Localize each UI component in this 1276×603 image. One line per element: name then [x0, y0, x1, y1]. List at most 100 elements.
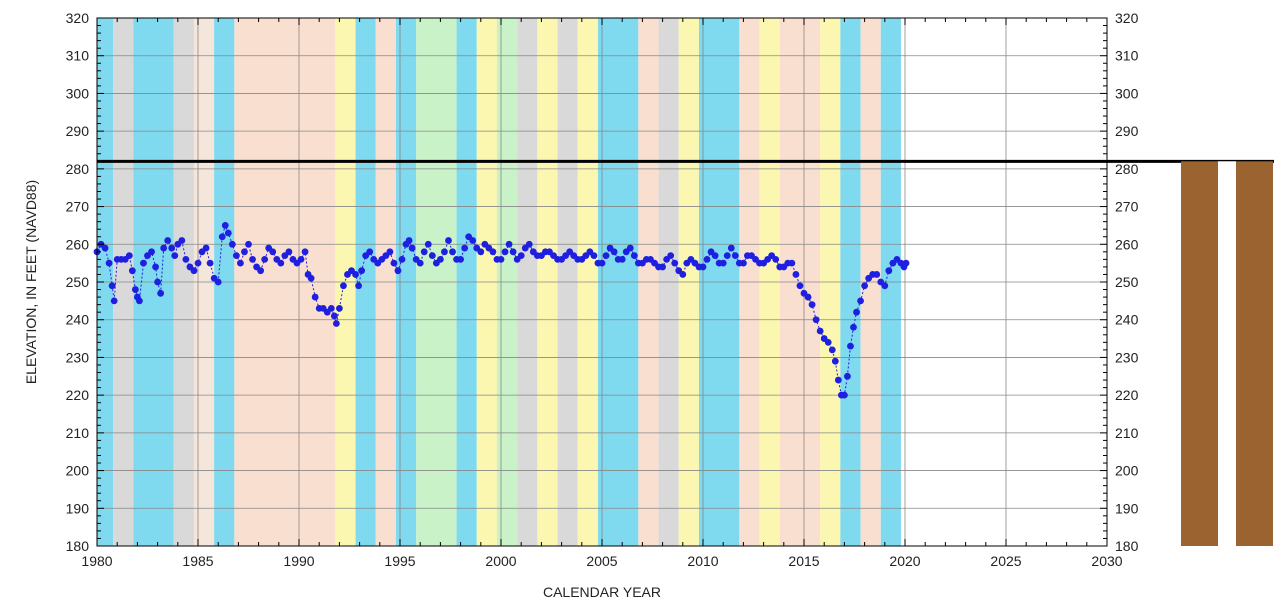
- y-tick-label-left: 270: [66, 199, 90, 215]
- x-tick-label: 2010: [687, 553, 718, 569]
- y-tick-label-right: 220: [1115, 387, 1139, 403]
- data-point: [796, 282, 804, 290]
- data-point: [509, 248, 517, 256]
- x-tick-label: 1995: [384, 553, 415, 569]
- data-point: [731, 252, 739, 259]
- data-point: [152, 263, 159, 271]
- data-point: [834, 376, 842, 384]
- data-point: [885, 267, 893, 275]
- x-tick-label: 2005: [586, 553, 617, 569]
- y-tick-label-right: 280: [1115, 161, 1139, 177]
- data-point: [366, 248, 374, 256]
- data-point: [772, 255, 780, 263]
- data-point: [332, 320, 340, 327]
- data-point: [501, 248, 509, 256]
- y-tick-label-right: 290: [1115, 123, 1139, 139]
- data-point: [171, 252, 179, 259]
- data-point: [269, 248, 277, 256]
- data-point: [699, 263, 707, 271]
- data-point: [590, 252, 598, 259]
- data-point: [477, 248, 485, 256]
- data-point: [202, 244, 210, 252]
- data-point: [441, 248, 448, 256]
- data-point: [719, 259, 727, 267]
- data-point: [277, 259, 285, 267]
- tick-labels: 180 180 190 190 200 200 210 210 220 220 230 230 240 2…: [66, 10, 1139, 569]
- data-point: [218, 233, 226, 241]
- data-point: [148, 248, 155, 256]
- data-point: [861, 282, 868, 290]
- data-point: [301, 248, 309, 256]
- y-tick-label-left: 260: [66, 236, 90, 252]
- data-point: [352, 271, 359, 278]
- data-point: [327, 305, 335, 312]
- data-point: [140, 259, 147, 267]
- axis-ticks: [96, 17, 1108, 547]
- data-point: [598, 259, 606, 267]
- data-point: [416, 259, 424, 267]
- data-point: [311, 293, 319, 301]
- data-point: [398, 255, 406, 263]
- data-point: [237, 259, 244, 267]
- well-diagram: [1181, 161, 1273, 547]
- data-point: [812, 316, 820, 324]
- data-point: [105, 259, 113, 267]
- data-point: [206, 259, 214, 267]
- y-tick-label-left: 290: [66, 123, 90, 139]
- data-point: [489, 248, 497, 256]
- data-point: [808, 301, 816, 309]
- data-point: [228, 240, 236, 248]
- data-point: [850, 323, 857, 331]
- data-point: [340, 282, 347, 290]
- data-point: [792, 271, 800, 278]
- data-point: [469, 237, 477, 244]
- data-point: [740, 259, 747, 267]
- data-point: [853, 308, 860, 316]
- data-point: [804, 293, 812, 301]
- data-point: [902, 259, 910, 267]
- data-point: [626, 244, 634, 252]
- data-point: [330, 312, 338, 320]
- y-axis-title: ELEVATION, IN FEET (NAVD88): [23, 180, 39, 384]
- x-tick-label: 2015: [788, 553, 819, 569]
- data-point: [420, 248, 428, 256]
- data-point: [437, 255, 444, 263]
- data-point: [336, 305, 343, 312]
- data-point: [659, 263, 666, 271]
- x-tick-label: 2020: [889, 553, 920, 569]
- y-tick-label-left: 240: [66, 312, 90, 328]
- data-point: [232, 252, 240, 259]
- y-tick-label-left: 190: [66, 500, 90, 516]
- y-tick-label-right: 200: [1115, 463, 1139, 479]
- data-point: [671, 259, 679, 267]
- data-point: [245, 240, 252, 248]
- x-tick-label: 1985: [182, 553, 213, 569]
- data-point: [125, 252, 133, 259]
- data-point: [221, 222, 229, 229]
- data-point: [110, 297, 118, 305]
- data-series: [93, 222, 910, 399]
- data-point: [285, 248, 293, 256]
- data-point: [224, 229, 232, 237]
- data-point: [445, 237, 452, 244]
- data-point: [355, 282, 362, 290]
- data-point: [788, 259, 796, 267]
- x-tick-label: 1990: [283, 553, 314, 569]
- data-point: [190, 267, 198, 275]
- y-tick-label-right: 190: [1115, 500, 1139, 516]
- data-point: [257, 267, 265, 275]
- data-point: [610, 248, 618, 256]
- y-tick-label-right: 240: [1115, 312, 1139, 328]
- data-point: [307, 274, 315, 282]
- x-tick-label: 2030: [1091, 553, 1122, 569]
- data-point: [261, 255, 269, 263]
- data-point: [160, 244, 168, 252]
- data-point: [405, 237, 413, 244]
- y-tick-label-left: 320: [66, 10, 90, 26]
- data-point: [449, 248, 456, 256]
- data-point: [881, 282, 889, 290]
- data-point: [428, 252, 436, 259]
- y-tick-label-right: 210: [1115, 425, 1139, 441]
- data-point: [618, 255, 626, 263]
